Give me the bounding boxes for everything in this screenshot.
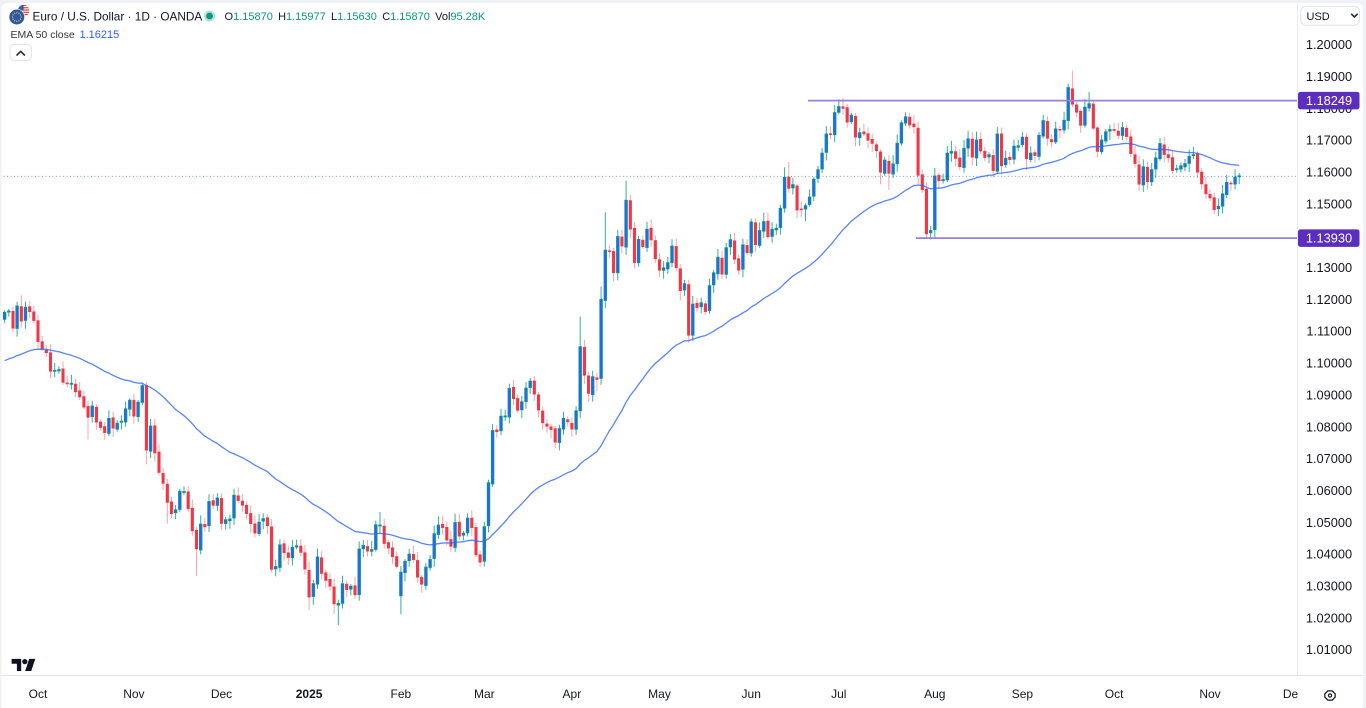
svg-text:1.15870: 1.15870 xyxy=(390,11,430,23)
svg-text:1.04000: 1.04000 xyxy=(1306,547,1352,562)
svg-text:Jul: Jul xyxy=(831,687,846,701)
svg-text:1.05000: 1.05000 xyxy=(1306,515,1352,530)
svg-text:O: O xyxy=(225,11,234,23)
svg-text:Apr: Apr xyxy=(563,687,582,701)
svg-text:Oct: Oct xyxy=(1105,687,1124,701)
svg-text:Aug: Aug xyxy=(924,687,945,701)
svg-text:May: May xyxy=(648,687,671,701)
svg-text:Dec: Dec xyxy=(1283,687,1304,701)
svg-text:1.15870: 1.15870 xyxy=(233,11,273,23)
svg-text:1.15630: 1.15630 xyxy=(337,11,377,23)
svg-text:1.03000: 1.03000 xyxy=(1306,579,1352,594)
svg-text:1.01000: 1.01000 xyxy=(1306,642,1352,657)
svg-text:1.17000: 1.17000 xyxy=(1306,133,1352,148)
svg-text:Sep: Sep xyxy=(1012,687,1034,701)
svg-text:1.20000: 1.20000 xyxy=(1306,37,1352,52)
svg-text:1.18249: 1.18249 xyxy=(1306,93,1352,108)
svg-text:1.15000: 1.15000 xyxy=(1306,196,1352,211)
svg-text:1.13930: 1.13930 xyxy=(1306,230,1352,245)
svg-text:Euro / U.S. Dollar · 1D · OAND: Euro / U.S. Dollar · 1D · OANDA xyxy=(33,10,203,24)
svg-text:USD: USD xyxy=(1307,11,1330,23)
svg-text:1.02000: 1.02000 xyxy=(1306,610,1352,625)
svg-text:Nov: Nov xyxy=(123,687,144,701)
svg-text:1.07000: 1.07000 xyxy=(1306,451,1352,466)
svg-text:1.09000: 1.09000 xyxy=(1306,387,1352,402)
svg-text:1.10000: 1.10000 xyxy=(1306,356,1352,371)
svg-text:1.13000: 1.13000 xyxy=(1306,260,1352,275)
svg-text:2025: 2025 xyxy=(296,687,323,701)
svg-text:EMA 50 close: EMA 50 close xyxy=(11,29,75,41)
svg-text:Dec: Dec xyxy=(211,687,232,701)
svg-text:1.16215: 1.16215 xyxy=(80,29,120,41)
svg-text:1.12000: 1.12000 xyxy=(1306,292,1352,307)
svg-text:L: L xyxy=(331,11,337,23)
svg-text:H: H xyxy=(278,11,286,23)
svg-text:Oct: Oct xyxy=(29,687,48,701)
svg-text:C: C xyxy=(382,11,390,23)
svg-text:1.19000: 1.19000 xyxy=(1306,69,1352,84)
svg-text:Jun: Jun xyxy=(742,687,761,701)
svg-text:1.16000: 1.16000 xyxy=(1306,165,1352,180)
svg-text:1.15977: 1.15977 xyxy=(286,11,326,23)
svg-text:Vol: Vol xyxy=(435,11,450,23)
svg-text:1.08000: 1.08000 xyxy=(1306,419,1352,434)
svg-text:Mar: Mar xyxy=(474,687,495,701)
svg-text:Nov: Nov xyxy=(1199,687,1220,701)
svg-text:1.11000: 1.11000 xyxy=(1306,324,1351,339)
svg-text:1.06000: 1.06000 xyxy=(1306,483,1352,498)
svg-text:95.28K: 95.28K xyxy=(450,11,486,23)
svg-text:Feb: Feb xyxy=(391,687,412,701)
